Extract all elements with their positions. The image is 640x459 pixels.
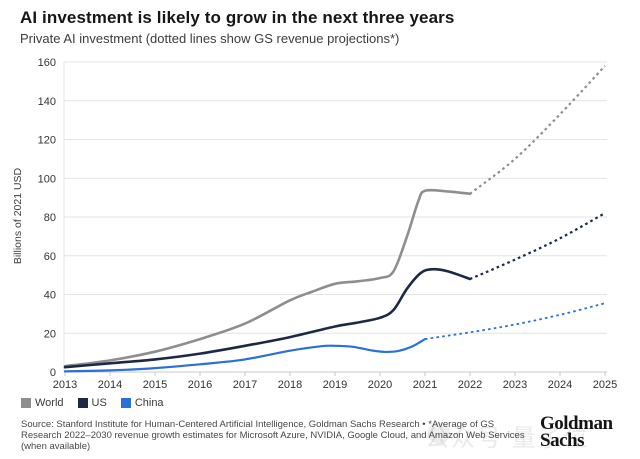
x-tick-label: 2014: [98, 379, 122, 391]
x-tick-label: 2020: [368, 379, 392, 391]
x-tick-label: 2023: [503, 379, 527, 391]
china-dotted-line: [424, 302, 606, 340]
source-note: Source: Stanford Institute for Human-Cen…: [21, 419, 525, 452]
legend-item-china: China: [120, 397, 164, 409]
x-tick-label: 2018: [278, 379, 302, 391]
legend-item-us: US: [77, 397, 107, 409]
legend-label: US: [91, 397, 107, 409]
china-solid-line: [63, 338, 427, 373]
us-solid-line: [63, 267, 472, 369]
legend-label: China: [134, 397, 164, 409]
page-subtitle: Private AI investment (dotted lines show…: [20, 31, 400, 46]
world-dotted-line: [469, 65, 606, 195]
legend-label: World: [35, 397, 64, 409]
x-tick-label: 2022: [458, 379, 482, 391]
legend-item-world: World: [21, 397, 64, 409]
y-tick-label: 120: [38, 135, 56, 147]
x-tick-label: 2015: [143, 379, 167, 391]
y-tick-label: 140: [38, 96, 56, 108]
y-tick-label: 100: [38, 173, 56, 185]
y-tick-label: 20: [44, 328, 56, 340]
world-solid-line: [63, 188, 472, 368]
x-tick-label: 2017: [233, 379, 257, 391]
legend-swatch-us: [77, 398, 88, 408]
y-tick-label: 160: [38, 57, 56, 69]
legend-swatch-china: [120, 398, 131, 408]
x-tick-label: 2024: [548, 379, 572, 391]
legend: World US China: [21, 397, 164, 409]
y-tick-label: 0: [50, 367, 56, 379]
y-tick-label: 40: [44, 290, 56, 302]
legend-swatch-world: [21, 398, 31, 408]
y-tick-label: 60: [44, 251, 56, 263]
x-tick-label: 2021: [413, 379, 437, 391]
goldman-sachs-logo: Goldman Sachs: [540, 413, 635, 452]
goldman-sachs-logo-line2: Sachs: [540, 430, 584, 452]
x-tick-label: 2013: [53, 379, 77, 391]
us-dotted-line: [469, 212, 606, 281]
page-title: AI investment is likely to grow in the n…: [20, 8, 455, 27]
y-tick-label: 80: [44, 212, 56, 224]
x-tick-label: 2025: [593, 379, 617, 391]
x-tick-label: 2016: [188, 379, 212, 391]
x-tick-label: 2019: [323, 379, 347, 391]
goldman-sachs-logo-line1: Goldman: [540, 413, 613, 434]
